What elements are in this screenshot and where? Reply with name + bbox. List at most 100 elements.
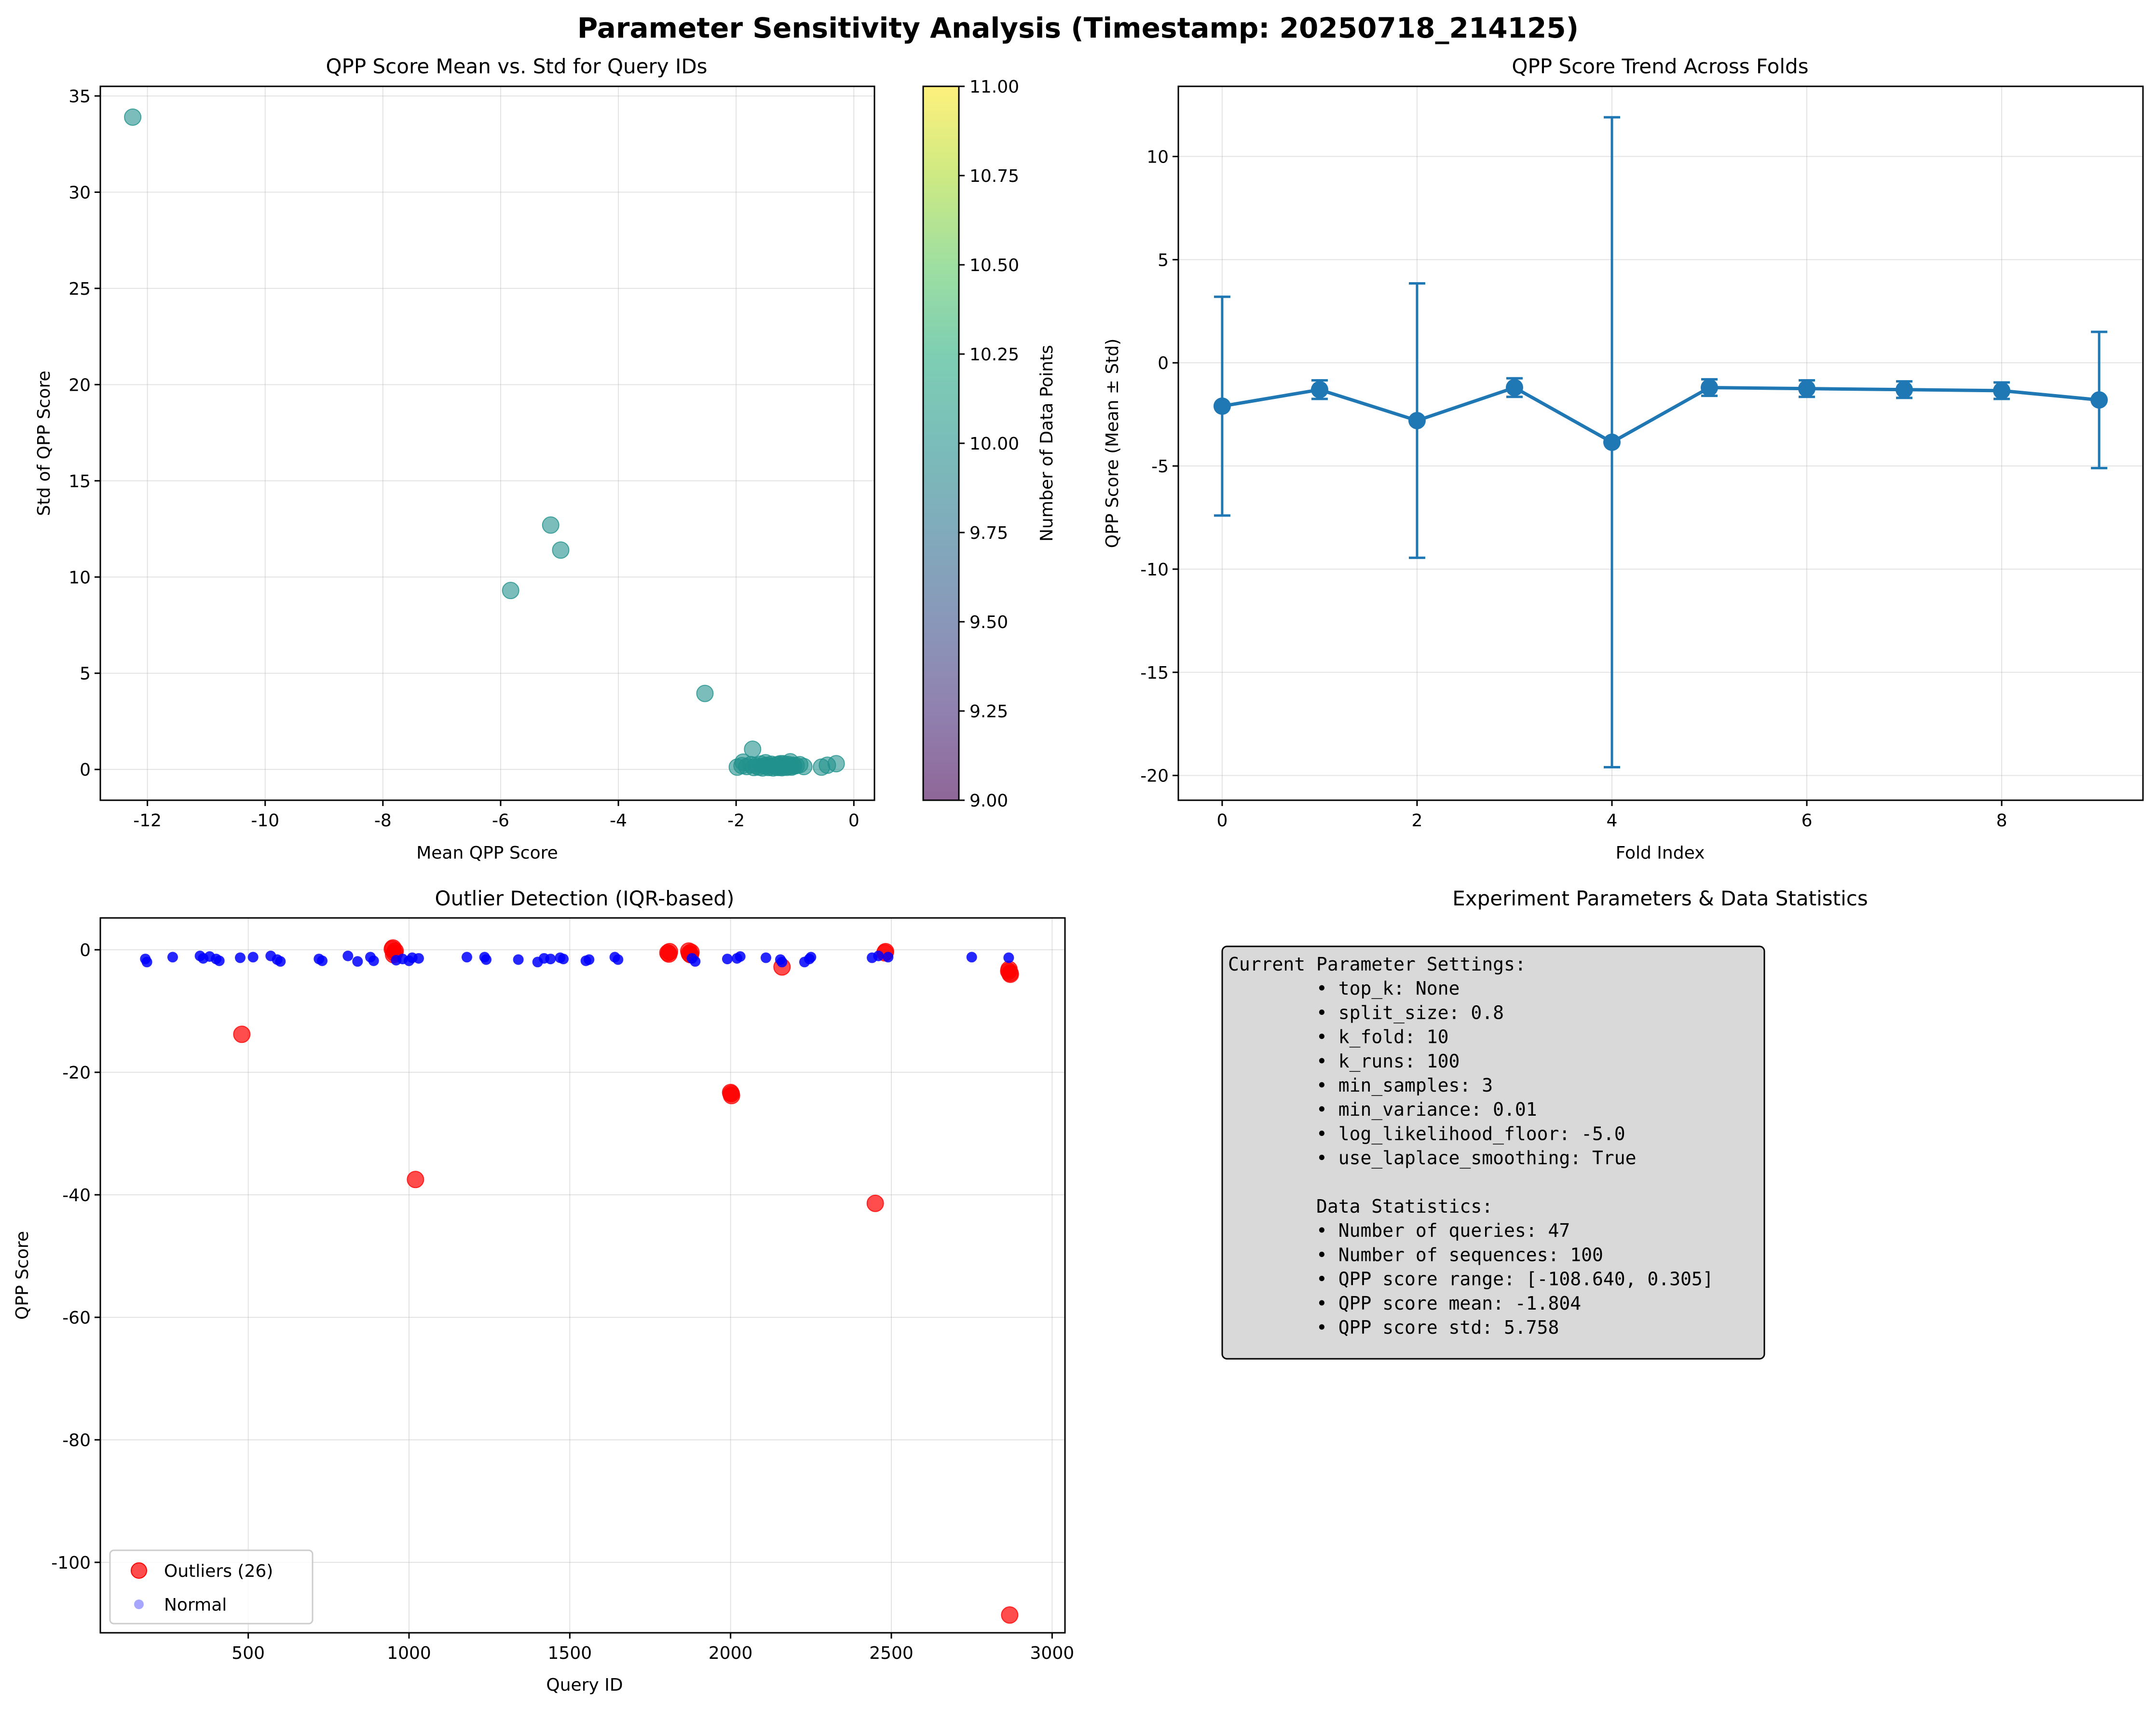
colorbar-tick-label: 11.00 bbox=[969, 77, 1019, 97]
colorbar-tick-label: 10.00 bbox=[969, 434, 1019, 454]
normal-point bbox=[413, 953, 424, 964]
trend-line bbox=[1222, 385, 2100, 444]
normal-point bbox=[167, 952, 178, 963]
normal-point bbox=[761, 952, 771, 963]
panel2-xlabel: Fold Index bbox=[1616, 843, 1705, 863]
panel2-xtick-label: 8 bbox=[1996, 811, 2007, 831]
normal-point bbox=[722, 954, 733, 965]
panel1-ytick-label: 30 bbox=[68, 183, 91, 203]
scatter-point bbox=[757, 754, 775, 772]
normal-point bbox=[545, 954, 556, 965]
scatter-point bbox=[542, 516, 559, 534]
trend-point bbox=[1505, 379, 1523, 396]
figure-suptitle: Parameter Sensitivity Analysis (Timestam… bbox=[577, 12, 1579, 44]
panel-mean-vs-std: QPP Score Mean vs. Std for Query IDs -12… bbox=[34, 55, 1057, 863]
normal-point bbox=[966, 952, 977, 963]
panel1-xtick-label: -6 bbox=[492, 811, 509, 831]
trend-point bbox=[1213, 397, 1231, 415]
scatter-point bbox=[733, 757, 751, 775]
panel2-xtick-label: 6 bbox=[1801, 811, 1813, 831]
trend-point bbox=[1603, 433, 1621, 451]
panel2-series bbox=[1213, 116, 2108, 769]
panel2-ylabel: QPP Score (Mean ± Std) bbox=[1103, 339, 1122, 548]
scatter-point bbox=[771, 755, 789, 773]
normal-point bbox=[214, 955, 225, 966]
stats-line: • min_samples: 3 bbox=[1228, 1075, 1493, 1096]
stats-line: • split_size: 0.8 bbox=[1228, 1002, 1504, 1024]
panel1-ytick-label: 5 bbox=[80, 664, 91, 684]
scatter-point bbox=[827, 755, 845, 773]
panel3-ylabel: QPP Score bbox=[13, 1231, 32, 1320]
panel1-ytick-label: 10 bbox=[68, 568, 91, 588]
panel1-ytick-label: 0 bbox=[80, 760, 91, 780]
scatter-point bbox=[502, 582, 519, 600]
panel1-xlabel: Mean QPP Score bbox=[416, 843, 558, 863]
panel1-ytick-label: 35 bbox=[68, 87, 91, 107]
stats-line: • top_k: None bbox=[1228, 978, 1460, 999]
panel3-xtick-label: 1500 bbox=[548, 1643, 592, 1663]
panel3-ytick-label: 0 bbox=[80, 941, 91, 960]
panel3-ytick-label: -100 bbox=[51, 1553, 91, 1573]
normal-point bbox=[805, 952, 817, 963]
stats-box bbox=[1221, 945, 1765, 1360]
trend-point bbox=[1408, 411, 1426, 429]
colorbar-tick-label: 10.50 bbox=[969, 256, 1019, 275]
stats-lines: Current Parameter Settings: • top_k: Non… bbox=[1228, 954, 1714, 1338]
panel2-ytick-label: -20 bbox=[1140, 766, 1169, 786]
normal-point bbox=[235, 952, 246, 963]
legend-normal-marker bbox=[134, 1600, 144, 1609]
colorbar-tick-label: 10.25 bbox=[969, 345, 1019, 365]
panel3-points bbox=[140, 939, 1019, 1624]
normal-point bbox=[141, 957, 152, 968]
panel3-xtick-label: 3000 bbox=[1030, 1643, 1075, 1663]
panel2-title: QPP Score Trend Across Folds bbox=[1512, 55, 1808, 78]
panel1-xtick-label: -8 bbox=[374, 811, 392, 831]
panel1-ticks: -12 -10 -8 -6 -4 -2 0 0 5 10 15 20 25 30 35 bbox=[68, 87, 860, 831]
outlier-point bbox=[723, 1085, 740, 1103]
normal-point bbox=[558, 954, 569, 965]
panel3-xtick-label: 2000 bbox=[709, 1643, 753, 1663]
outlier-point bbox=[1001, 1606, 1019, 1624]
outlier-point bbox=[407, 1171, 424, 1189]
scatter-point bbox=[696, 684, 714, 702]
panel3-ticks: 500 1000 1500 2000 2500 3000 0 -20 -40 -60 -80 -100 bbox=[51, 941, 1074, 1663]
normal-point bbox=[777, 957, 788, 968]
stats-line: Current Parameter Settings: bbox=[1228, 954, 1526, 975]
normal-point bbox=[342, 950, 354, 961]
panel3-ytick-label: -60 bbox=[62, 1308, 91, 1328]
normal-point bbox=[247, 952, 259, 963]
stats-line: • QPP score range: [-108.640, 0.305] bbox=[1228, 1269, 1714, 1290]
panel2-xtick-label: 2 bbox=[1411, 811, 1422, 831]
normal-point bbox=[613, 954, 624, 965]
panel3-xlabel: Query ID bbox=[546, 1675, 623, 1695]
panel1-xtick-label: 0 bbox=[848, 811, 860, 831]
panel4-title: Experiment Parameters & Data Statistics bbox=[1452, 887, 1868, 910]
panel1-ylabel: Std of QPP Score bbox=[34, 370, 54, 516]
panel3-legend: Outliers (26) Normal bbox=[109, 1549, 314, 1625]
outlier-point bbox=[660, 945, 678, 963]
trend-point bbox=[1798, 380, 1816, 397]
panel-outliers: Outlier Detection (IQR-based) 500 1000 150… bbox=[13, 887, 1074, 1695]
scatter-point bbox=[552, 541, 570, 559]
panel1-ytick-label: 15 bbox=[68, 472, 91, 492]
panel3-ytick-label: -20 bbox=[62, 1063, 91, 1083]
colorbar-tick-label: 9.25 bbox=[969, 702, 1008, 722]
normal-point bbox=[317, 955, 327, 966]
panel-fold-trend: QPP Score Trend Across Folds 0 2 4 6 8 10 5 0 -5… bbox=[1103, 55, 2144, 863]
panel2-ytick-label: -5 bbox=[1151, 457, 1169, 477]
normal-point bbox=[481, 954, 491, 965]
normal-point bbox=[1003, 952, 1014, 963]
colorbar-tick-label: 9.50 bbox=[969, 613, 1008, 632]
colorbar-tick-label: 9.00 bbox=[969, 791, 1008, 811]
panel2-xtick-label: 0 bbox=[1216, 811, 1228, 831]
panel1-ytick-label: 20 bbox=[68, 375, 91, 395]
trend-point bbox=[1896, 381, 1913, 398]
panel3-title: Outlier Detection (IQR-based) bbox=[435, 887, 735, 910]
trend-point bbox=[1701, 379, 1719, 396]
legend-outlier-label: Outliers (26) bbox=[164, 1561, 273, 1581]
legend-outlier-marker bbox=[131, 1562, 147, 1579]
stats-line: • Number of queries: 47 bbox=[1228, 1220, 1570, 1241]
stats-line: • Number of sequences: 100 bbox=[1228, 1244, 1603, 1265]
